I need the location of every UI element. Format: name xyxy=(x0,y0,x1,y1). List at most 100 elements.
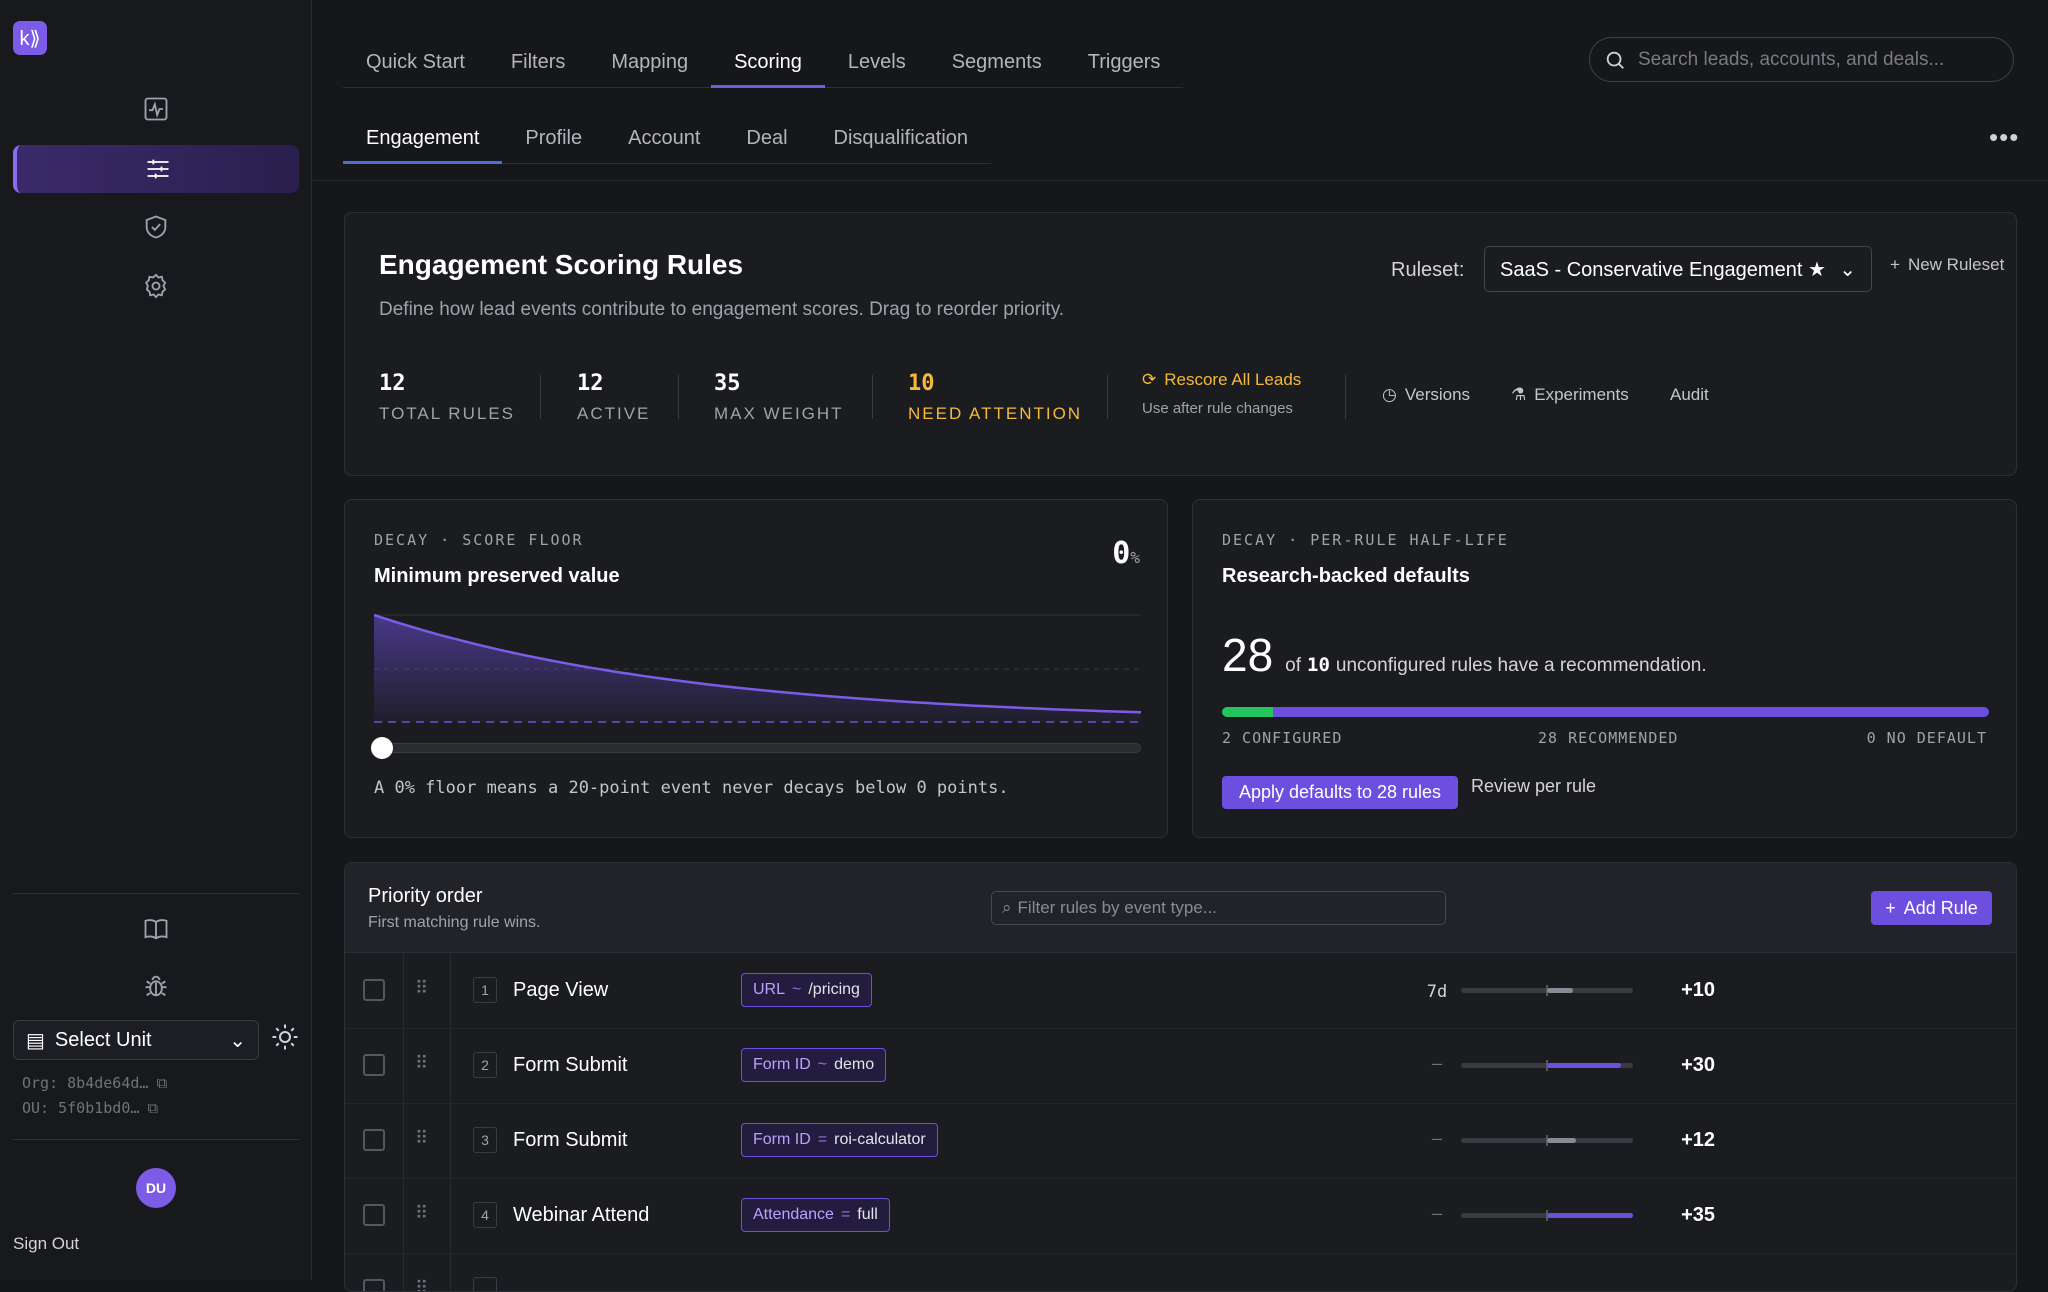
table-row[interactable]: ⠿ 1 Page View URL ~/pricing 7d +10 xyxy=(345,953,2016,1028)
ou-id: OU: 5f0b1bd0… ⧉ xyxy=(22,1099,159,1117)
legend-no-default: 0 NO DEFAULT xyxy=(1866,729,1987,747)
tab-quick-start[interactable]: Quick Start xyxy=(366,51,465,73)
rescore-label: Rescore All Leads xyxy=(1164,370,1302,389)
tab-levels[interactable]: Levels xyxy=(847,51,906,73)
sign-out-link[interactable]: Sign Out xyxy=(13,1234,80,1253)
decay-value: — xyxy=(1431,1129,1443,1149)
floor-slider-handle[interactable] xyxy=(371,737,393,759)
rule-points: +12 xyxy=(1681,1129,1715,1151)
summary-rest: unconfigured rules have a recommendation… xyxy=(1335,655,1707,676)
priority-number xyxy=(473,1277,497,1291)
search-icon xyxy=(1606,51,1624,69)
nav-debug[interactable] xyxy=(13,962,299,1010)
sun-icon[interactable] xyxy=(270,1022,300,1052)
legend-recommended: 28 RECOMMENDED xyxy=(1538,729,1679,747)
table-row[interactable]: ⠿ 2 Form Submit Form ID ~ demo — +30 xyxy=(345,1028,2016,1103)
plus-icon: + xyxy=(1890,255,1900,274)
subtab-deal[interactable]: Deal xyxy=(746,126,788,149)
table-row[interactable]: ⠿ 4 Webinar Attend Attendance = full — +35 xyxy=(345,1178,2016,1253)
more-options-icon[interactable]: ••• xyxy=(1989,122,2020,152)
stat-max-weight: 35 MAX WEIGHT xyxy=(714,371,844,424)
stat-divider xyxy=(1345,375,1346,419)
add-rule-button[interactable]: + Add Rule xyxy=(1871,891,1992,925)
global-search[interactable]: Search leads, accounts, and deals... xyxy=(1589,37,2014,82)
plus-icon: + xyxy=(1885,897,1896,918)
rule-condition-tag[interactable]: URL ~/pricing xyxy=(741,973,872,1007)
copy-icon[interactable]: ⧉ xyxy=(156,1074,168,1092)
priority-number: 3 xyxy=(473,1127,497,1153)
rule-points: +30 xyxy=(1681,1054,1715,1076)
weight-fill xyxy=(1547,1213,1633,1218)
tab-triggers[interactable]: Triggers xyxy=(1087,51,1161,73)
priority-header xyxy=(345,863,2016,953)
nav-scoring[interactable] xyxy=(13,145,299,193)
decay-curve-chart xyxy=(374,613,1141,723)
app-logo[interactable]: k⟫ xyxy=(13,21,47,55)
ruleset-label: Ruleset: xyxy=(1391,259,1465,281)
weight-track xyxy=(1461,985,1633,996)
subtab-account[interactable]: Account xyxy=(628,126,701,149)
copy-icon[interactable]: ⧉ xyxy=(147,1099,159,1117)
ruleset-value: SaaS - Conservative Engagement ★ xyxy=(1500,258,1826,281)
recommendation-summary: 28 of 10 unconfigured rules have a recom… xyxy=(1222,628,1707,682)
decay-curve-area xyxy=(374,615,1141,722)
rule-condition-tag[interactable]: Attendance = full xyxy=(741,1198,890,1232)
tab-mapping[interactable]: Mapping xyxy=(611,51,689,73)
rule-condition-tag[interactable]: Form ID ~ demo xyxy=(741,1048,887,1082)
rule-condition-tag[interactable]: Form ID = roi-calculator xyxy=(741,1123,938,1157)
subtab-profile[interactable]: Profile xyxy=(525,126,583,149)
nav-docs[interactable] xyxy=(13,905,299,953)
new-ruleset-button[interactable]: + New Ruleset xyxy=(1890,255,2004,275)
table-row[interactable]: ⠿ xyxy=(345,1253,2016,1292)
drag-handle-icon[interactable]: ⠿ xyxy=(415,978,428,998)
floor-slider-track[interactable] xyxy=(374,743,1141,753)
nav-activity[interactable] xyxy=(13,85,299,133)
tab-scoring[interactable]: Scoring xyxy=(711,38,825,88)
drag-handle-icon[interactable]: ⠿ xyxy=(415,1053,428,1073)
rule-filter-input[interactable]: ⌕ Filter rules by event type... xyxy=(991,891,1446,925)
review-per-rule-link[interactable]: Review per rule xyxy=(1471,776,1597,796)
bar-recommended xyxy=(1273,707,1989,717)
unit-select[interactable]: ▤ Select Unit ⌄ xyxy=(13,1020,259,1060)
subtab-disqualification[interactable]: Disqualification xyxy=(833,126,969,149)
weight-track xyxy=(1461,1135,1633,1146)
row-divider xyxy=(345,1028,2016,1029)
drag-handle-icon[interactable]: ⠿ xyxy=(415,1203,428,1223)
nav-settings[interactable] xyxy=(13,262,299,310)
row-checkbox[interactable] xyxy=(363,1204,385,1226)
column-divider xyxy=(450,953,451,1291)
unit-select-label: Select Unit xyxy=(54,1028,152,1051)
weight-fill xyxy=(1547,988,1573,993)
row-checkbox[interactable] xyxy=(363,1279,385,1291)
row-checkbox[interactable] xyxy=(363,1129,385,1151)
stat-label: MAX WEIGHT xyxy=(714,404,844,423)
ruleset-select[interactable]: SaaS - Conservative Engagement ★ ⌄ xyxy=(1484,246,1872,292)
rescore-all-button[interactable]: ⟳ Rescore All Leads xyxy=(1142,370,1301,390)
audit-button[interactable]: Audit xyxy=(1670,385,1709,404)
priority-number: 1 xyxy=(473,977,497,1003)
decay-curve-line xyxy=(374,613,1141,714)
stat-need-attention[interactable]: 10 NEED ATTENTION xyxy=(908,371,1082,424)
subtab-engagement[interactable]: Engagement xyxy=(343,113,503,164)
drag-handle-icon[interactable]: ⠿ xyxy=(415,1128,428,1148)
stat-label: NEED ATTENTION xyxy=(908,404,1083,423)
apply-defaults-button[interactable]: Apply defaults to 28 rules xyxy=(1222,776,1458,809)
experiments-label: Experiments xyxy=(1534,385,1629,404)
chevron-down-icon: ⌄ xyxy=(1839,258,1856,281)
experiments-button[interactable]: ⚗ Experiments xyxy=(1511,385,1629,405)
filter-placeholder: Filter rules by event type... xyxy=(1017,898,1217,917)
org-id: Org: 8b4de64d… ⧉ xyxy=(22,1074,168,1092)
tab-filters[interactable]: Filters xyxy=(510,51,566,73)
legend-configured: 2 CONFIGURED xyxy=(1222,729,1343,747)
versions-button[interactable]: ◷ Versions xyxy=(1382,385,1470,405)
row-checkbox[interactable] xyxy=(363,1054,385,1076)
row-checkbox[interactable] xyxy=(363,979,385,1001)
drag-handle-icon[interactable]: ⠿ xyxy=(415,1278,428,1292)
table-row[interactable]: ⠿ 3 Form Submit Form ID = roi-calculator —… xyxy=(345,1103,2016,1178)
stat-total-rules: 12 TOTAL RULES xyxy=(379,371,515,424)
avatar[interactable]: DU xyxy=(136,1168,176,1208)
tab-segments[interactable]: Segments xyxy=(951,51,1042,73)
nav-security[interactable] xyxy=(13,203,299,251)
priority-number: 2 xyxy=(473,1052,497,1078)
stat-divider xyxy=(1107,375,1108,419)
